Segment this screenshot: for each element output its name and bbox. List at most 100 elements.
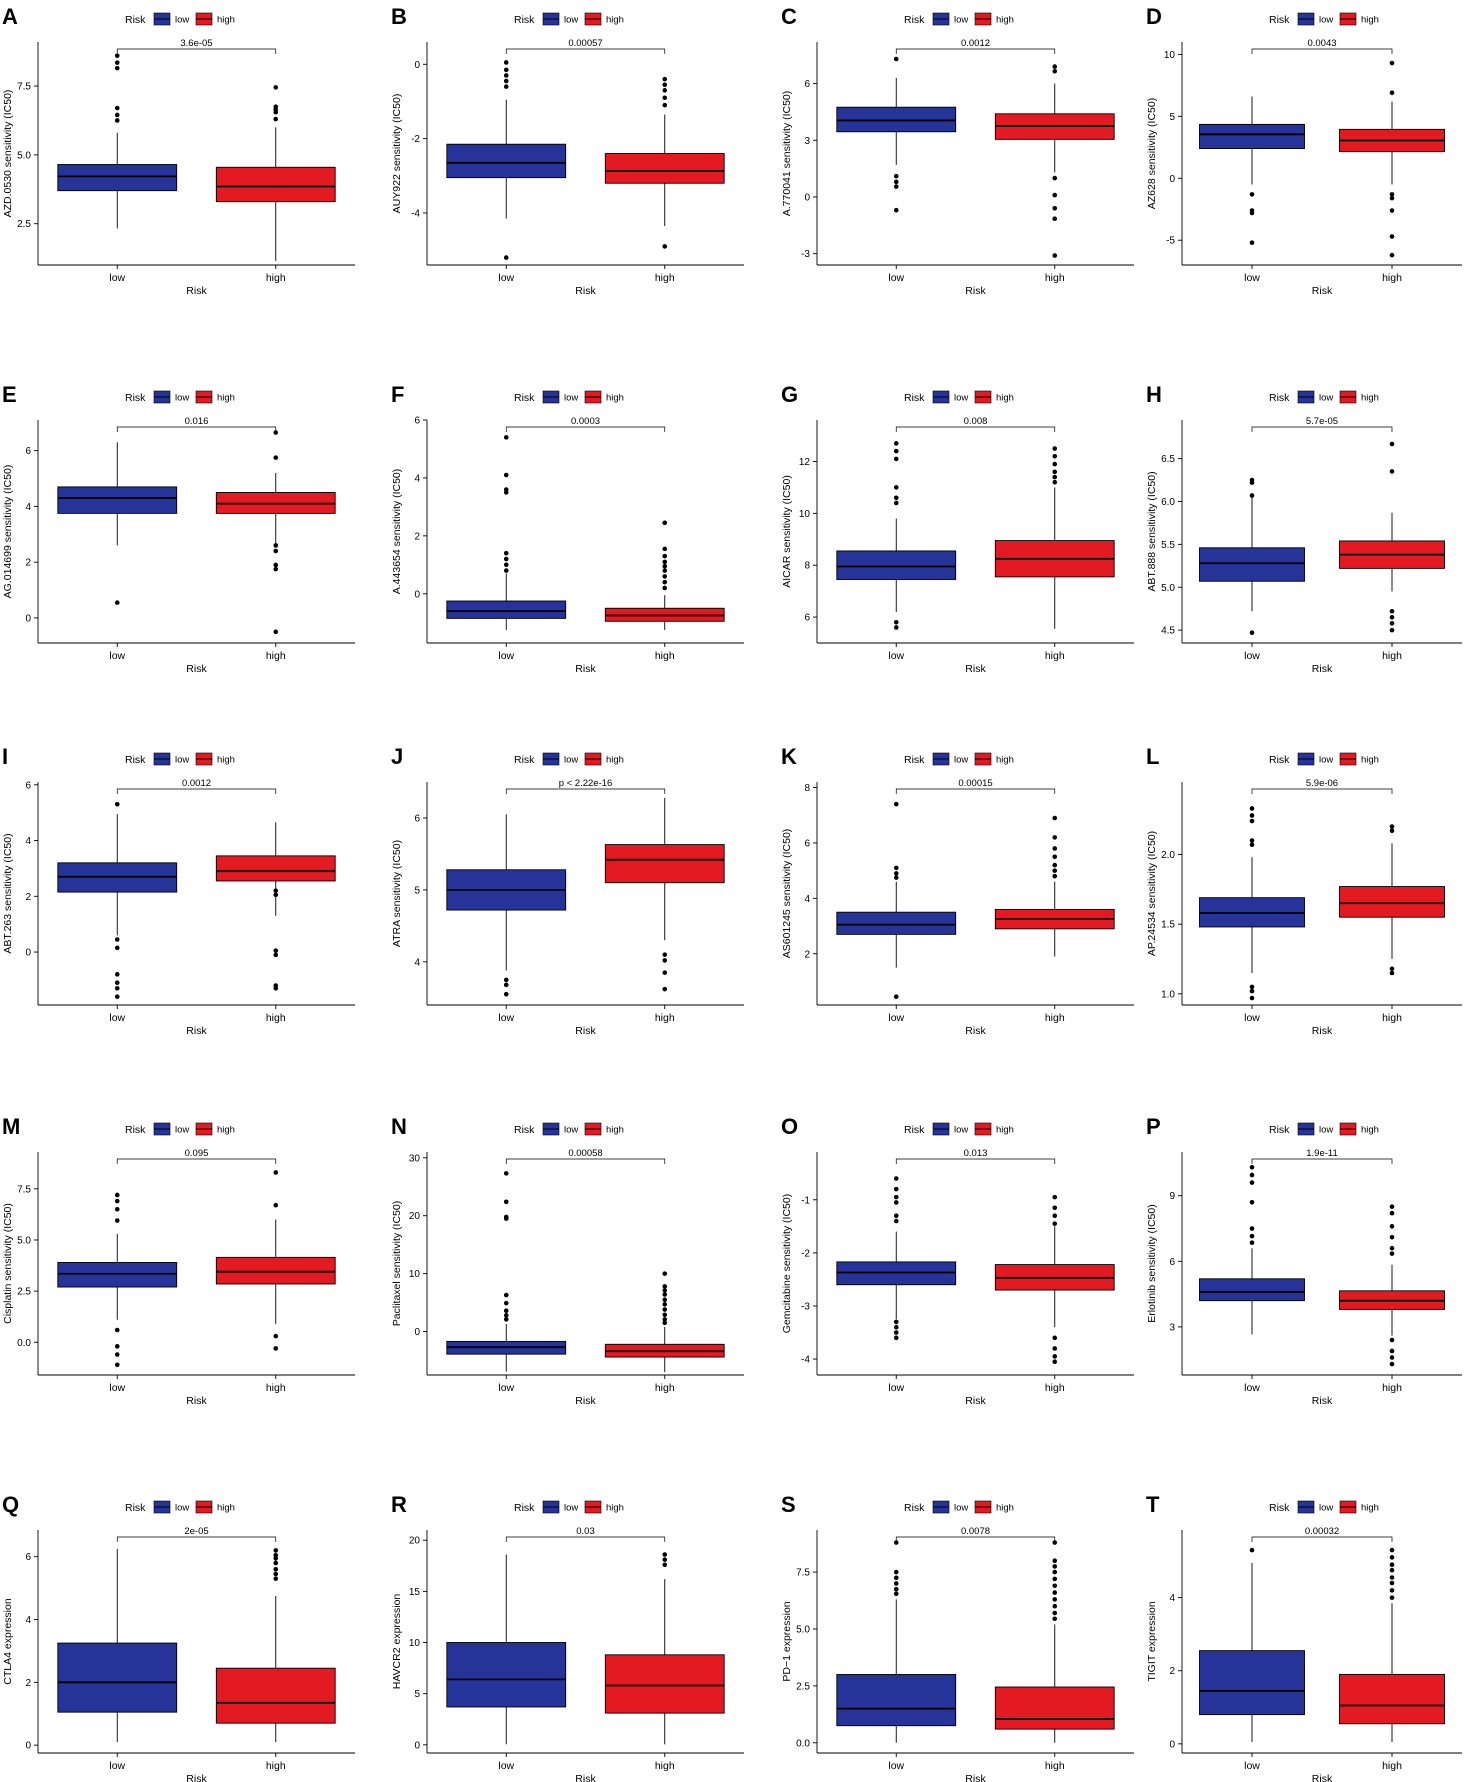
outlier-point-high [1052,1194,1058,1200]
outlier-point-low [114,937,120,942]
x-axis-label: Risk [965,1025,986,1037]
outlier-point-high [1389,824,1395,829]
y-tick-label: 8 [804,783,810,794]
outlier-point-low [893,179,899,185]
significance-bracket [895,48,1056,54]
y-axis-label: AZD.0530 sensitivity (IC50) [2,90,14,218]
y-tick-label: 3 [804,136,810,147]
box-low [1199,547,1305,582]
outlier-point-low [1249,1180,1255,1185]
box-high [604,1654,725,1714]
legend-label-low: low [1319,1503,1333,1514]
outlier-point-low [114,1352,120,1357]
outlier-point-high [1052,192,1058,198]
outlier-point-high [1052,1564,1058,1569]
outlier-point-low [503,67,509,73]
panel-label: S [781,1492,796,1517]
y-tick-label: 4.5 [1161,626,1175,637]
box-low [1199,1650,1305,1716]
outlier-point-high [1052,1569,1058,1575]
outlier-point-high [1389,234,1395,239]
legend-label-low: low [175,393,189,404]
x-tick-label-low: low [1244,272,1260,284]
outlier-point-low [893,456,899,462]
outlier-point-high [273,985,279,991]
legend-label-high: high [1361,755,1379,766]
outlier-point-high [1052,835,1058,840]
panel-label: E [2,382,17,407]
outlier-point-high [1389,208,1395,213]
outlier-point-high [1389,192,1395,197]
outlier-point-high [273,1560,279,1566]
x-tick-label-low: low [109,650,125,662]
box-low [57,164,178,192]
significance-bracket [505,1158,666,1164]
y-tick-label: 4 [25,836,31,847]
panel-label: N [391,1114,407,1139]
panel-k: K Risk low high 2 4 6 8 low high Risk AS601245 sens… [781,744,1134,1037]
panel-label: D [1146,4,1162,29]
legend-label-low: low [175,1503,189,1514]
outlier-point-low [503,73,509,78]
x-tick-label-low: low [888,1382,904,1394]
panel-label: P [1146,1114,1161,1139]
outlier-point-high [273,1566,279,1572]
outlier-point-low [1249,1547,1255,1553]
panel-label: K [781,744,797,769]
p-value-label: 5.9e-06 [1306,778,1338,789]
outlier-point-low [114,1198,120,1204]
outlier-point-high [662,568,668,573]
outlier-point-low [114,65,120,71]
outlier-point-low [114,118,120,123]
panel-o: O Risk low high -4 -3 -2 -1 low high Risk Gemcitabi… [781,1114,1134,1407]
outlier-point-high [1052,454,1058,459]
outlier-point-high [662,520,668,526]
outlier-point-low [503,84,509,89]
y-tick-label: 6 [25,780,31,791]
outlier-point-low [893,619,899,625]
y-tick-label: 6 [25,1552,31,1563]
outlier-point-low [1249,1233,1255,1239]
legend-label-high: high [996,1125,1014,1136]
outlier-point-low [503,255,509,260]
outlier-point-high [273,109,279,115]
legend-title: Risk [514,1502,535,1514]
p-value-label: 3.6e-05 [180,38,212,49]
outlier-point-low [1249,842,1255,848]
x-tick-label-low: low [1244,1382,1260,1394]
panel-e: E Risk low high 0 2 4 6 low high Risk AG.014699 sen… [2,382,355,675]
y-tick-label: 6 [804,613,810,624]
y-tick-label: 6 [804,838,810,849]
box-low [836,911,957,935]
y-tick-label: 7.5 [17,82,31,93]
outlier-point-high [1389,1588,1395,1593]
x-axis-label: Risk [575,1773,596,1782]
y-tick-label: 15 [409,1587,421,1598]
y-axis-label: A.443654 sensitivity (IC50) [391,469,403,594]
legend-title: Risk [514,392,535,404]
x-tick-label-low: low [498,650,514,662]
panel-label: A [2,4,18,29]
outlier-point-high [1052,1335,1058,1341]
outlier-point-low [893,1540,899,1545]
outlier-point-high [1389,620,1395,626]
outlier-point-high [1389,1567,1395,1573]
outlier-point-low [503,1292,509,1298]
y-tick-label: 4 [1169,1593,1175,1604]
outlier-point-high [1389,441,1395,447]
panel-label: J [391,744,403,769]
legend-label-low: low [954,1503,968,1514]
y-axis-label: Gemcitabine sensitivity (IC50) [781,1194,793,1333]
y-tick-label: 10 [1164,50,1176,61]
y-tick-label: -4 [411,208,420,219]
x-tick-label-high: high [1045,1760,1065,1772]
box-high [215,166,336,203]
outlier-point-high [662,88,668,93]
x-axis-label: Risk [186,1395,207,1407]
x-tick-label-high: high [1045,1012,1065,1024]
outlier-point-high [1052,479,1058,485]
x-tick-label-low: low [1244,1012,1260,1024]
outlier-point-low [503,1171,509,1176]
outlier-point-low [1249,630,1255,636]
x-axis-label: Risk [186,285,207,297]
